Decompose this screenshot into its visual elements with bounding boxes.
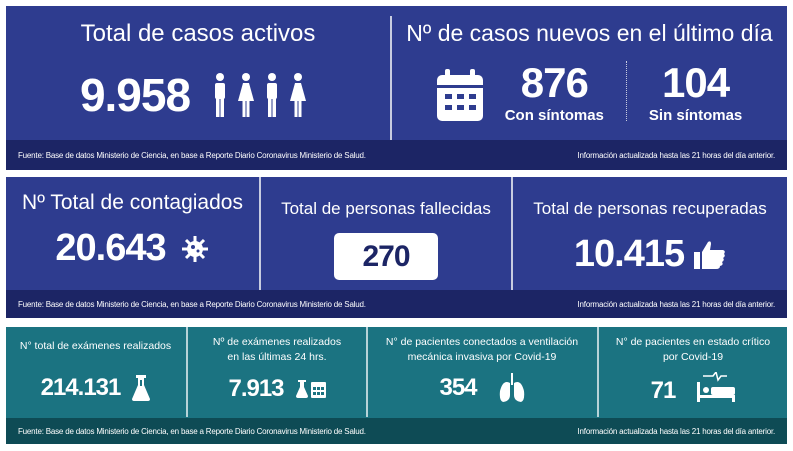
thumbs-up-icon — [694, 240, 726, 270]
panel-active-cases: Total de casos activos 9.958 Nº de casos… — [6, 6, 787, 170]
critical-value: 71 — [650, 377, 677, 404]
lungs-icon — [499, 373, 525, 403]
new-cases-block: Nº de casos nuevos en el último día 876 … — [392, 6, 787, 124]
divider — [259, 177, 261, 290]
footer-source: Fuente: Base de datos Ministerio de Cien… — [18, 150, 366, 160]
exams-24h-block: Nº de exámenes realizados en las últimas… — [188, 327, 366, 403]
panel-totals: Nº Total de contagiados 20.643 Total de … — [6, 177, 787, 318]
deaths-value: 270 — [362, 239, 410, 273]
people-icon — [212, 73, 316, 117]
footer: Fuente: Base de datos Ministerio de Cien… — [6, 290, 787, 318]
ventilation-title-1: N° de pacientes conectados a ventilación — [385, 336, 579, 348]
active-cases-title: Total de casos activos — [80, 20, 316, 47]
deaths-value-box: 270 — [334, 233, 438, 280]
calendar-icon — [436, 69, 483, 121]
total-exams-block: N° total de exámenes realizados 214.131 — [6, 327, 185, 402]
divider — [597, 327, 599, 417]
panel-exams: N° total de exámenes realizados 214.131 … — [6, 327, 787, 444]
virus-icon — [180, 234, 210, 264]
without-symptoms: 104 Sin síntomas — [649, 59, 742, 124]
active-cases-block: Total de casos activos 9.958 — [6, 6, 390, 122]
hospital-bed-icon — [697, 372, 736, 402]
ventilation-value: 354 — [439, 374, 477, 401]
flask-icon — [132, 375, 151, 401]
critical-title-2: por Covid-19 — [662, 351, 724, 363]
divider — [366, 327, 368, 417]
exams-24h-title-2: en las últimas 24 hrs. — [227, 351, 327, 363]
exams-24h-value: 7.913 — [228, 375, 284, 402]
deaths-block: Total de personas fallecidas 270 — [261, 177, 511, 280]
deaths-title: Total de personas fallecidas — [281, 199, 491, 218]
footer-source: Fuente: Base de datos Ministerio de Cien… — [18, 299, 366, 309]
with-symptoms: 876 Con síntomas — [505, 59, 604, 124]
footer-source: Fuente: Base de datos Ministerio de Cien… — [18, 426, 366, 436]
recovered-value: 10.415 — [573, 233, 685, 275]
total-exams-title: N° total de exámenes realizados — [19, 340, 172, 352]
with-symptoms-value: 876 — [520, 59, 589, 106]
footer: Fuente: Base de datos Ministerio de Cien… — [6, 140, 787, 170]
footer-update: Información actualizada hasta las 21 hor… — [577, 299, 776, 309]
exams-24h-title-1: Nº de exámenes realizados — [212, 336, 342, 348]
total-exams-value: 214.131 — [40, 374, 122, 401]
ventilation-title-2: mecánica invasiva por Covid-19 — [407, 351, 557, 363]
recovered-title: Total de personas recuperadas — [533, 199, 767, 218]
with-symptoms-label: Con síntomas — [504, 107, 604, 124]
active-cases-value: 9.958 — [79, 69, 191, 121]
ventilation-block: N° de pacientes conectados a ventilación… — [368, 327, 596, 403]
footer-update: Información actualizada hasta las 21 hor… — [577, 150, 776, 160]
dotted-divider — [625, 61, 627, 121]
critical-title-1: N° de pacientes en estado crítico — [615, 336, 771, 348]
footer-update: Información actualizada hasta las 21 hor… — [577, 426, 776, 436]
footer: Fuente: Base de datos Ministerio de Cien… — [6, 418, 787, 444]
flask-calendar-icon — [295, 380, 326, 398]
divider — [511, 177, 513, 290]
divider — [390, 16, 392, 140]
critical-block: N° de pacientes en estado crítico por Co… — [599, 327, 787, 405]
divider — [186, 327, 188, 417]
recovered-block: Total de personas recuperadas 10.415 — [513, 177, 787, 276]
infected-title: Nº Total de contagiados — [22, 191, 243, 214]
infected-value: 20.643 — [55, 227, 166, 269]
without-symptoms-value: 104 — [662, 59, 730, 106]
without-symptoms-label: Sin síntomas — [648, 107, 743, 124]
infected-block: Nº Total de contagiados 20.643 — [6, 177, 259, 270]
new-cases-title: Nº de casos nuevos en el último día — [406, 20, 773, 46]
